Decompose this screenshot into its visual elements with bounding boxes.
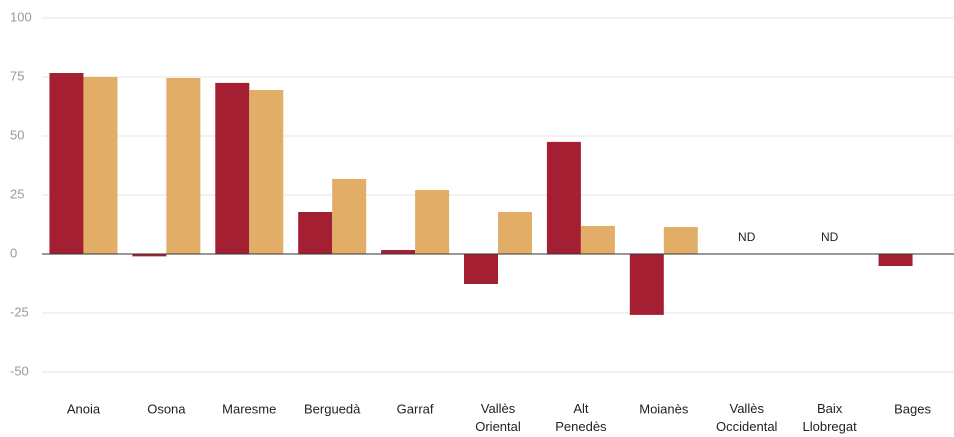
y-tick-label: -50 bbox=[10, 363, 29, 378]
x-tick-label: Moianès bbox=[639, 401, 689, 416]
bar bbox=[298, 211, 333, 254]
x-tick-label: Vallès Oriental bbox=[475, 401, 521, 434]
annotation: ND bbox=[821, 230, 839, 244]
bar bbox=[132, 254, 167, 257]
bar bbox=[381, 249, 416, 254]
x-tick-label: Berguedà bbox=[304, 401, 361, 416]
x-tick-label: Baix Llobregat bbox=[803, 401, 858, 434]
bar bbox=[415, 190, 450, 254]
bar bbox=[498, 211, 532, 254]
bar bbox=[546, 141, 581, 254]
bar bbox=[249, 89, 284, 254]
bar bbox=[49, 72, 84, 254]
y-tick-label: 50 bbox=[10, 127, 24, 142]
y-tick-label: 25 bbox=[10, 186, 24, 201]
bar bbox=[878, 254, 913, 267]
y-tick-label: 75 bbox=[10, 68, 24, 83]
y-tick-label: 0 bbox=[10, 245, 17, 260]
x-tick-label: Garraf bbox=[397, 401, 434, 416]
x-tick-label: Osona bbox=[147, 401, 186, 416]
bar bbox=[629, 254, 664, 315]
annotation: ND bbox=[738, 230, 756, 244]
x-tick-label: Anoia bbox=[67, 401, 101, 416]
x-tick-label: Maresme bbox=[222, 401, 276, 416]
y-tick-label: -25 bbox=[10, 304, 29, 319]
bar bbox=[166, 77, 201, 254]
bar bbox=[580, 225, 615, 254]
x-tick-label: Alt Penedès bbox=[555, 401, 607, 434]
x-tick-label: Vallès Occidental bbox=[716, 401, 778, 434]
bar bbox=[332, 178, 367, 254]
y-tick-label: 100 bbox=[10, 9, 32, 24]
bar bbox=[83, 77, 118, 254]
x-tick-label: Bages bbox=[894, 401, 931, 416]
bar bbox=[663, 227, 698, 254]
bar bbox=[464, 254, 498, 284]
bar bbox=[215, 82, 250, 255]
